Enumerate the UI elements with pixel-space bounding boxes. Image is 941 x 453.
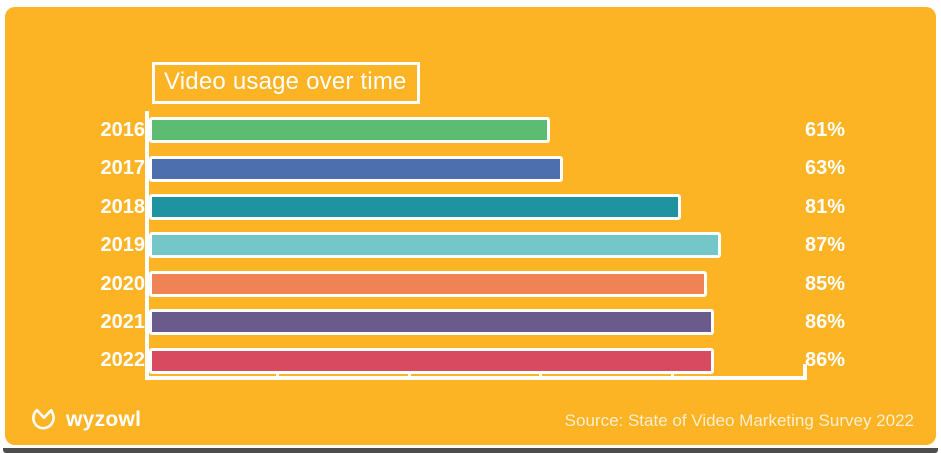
brand-name: wyzowl <box>66 408 142 431</box>
year-label-2018: 2018 <box>100 195 146 218</box>
bar-row <box>149 341 825 379</box>
bar-row <box>149 111 825 149</box>
year-label-2020: 2020 <box>100 272 146 295</box>
axis-tick-40 <box>407 370 411 380</box>
bar-2019 <box>149 232 721 259</box>
bar-row <box>149 149 825 187</box>
bar-2018 <box>149 193 682 220</box>
axis-tick-60 <box>539 370 543 380</box>
value-label-2016: 61% <box>805 119 846 141</box>
axis-tick-80 <box>670 370 674 380</box>
year-label-2019: 2019 <box>100 234 146 257</box>
chart-card: Video usage over time 2016 2017 2018 2019 20… <box>5 7 936 445</box>
bar-2021 <box>149 309 715 336</box>
year-label-2022: 2022 <box>100 349 146 372</box>
bar-2022 <box>149 347 715 374</box>
wyzowl-mark-icon <box>29 405 59 435</box>
brand-logo: wyzowl <box>29 405 141 435</box>
value-label-2020: 85% <box>805 272 846 295</box>
axis-tick-20 <box>276 370 280 380</box>
bar-row <box>149 303 825 341</box>
x-axis-line <box>145 376 806 380</box>
x-axis-endcap <box>803 364 807 380</box>
year-label-2016: 2016 <box>100 119 146 141</box>
year-label-2021: 2021 <box>100 310 146 333</box>
y-axis-category-labels: 2016 2017 2018 2019 2020 2021 2022 <box>60 111 146 380</box>
value-label-2017: 63% <box>805 157 846 180</box>
chart-title: Video usage over time <box>152 62 420 104</box>
y-axis-line <box>145 111 149 376</box>
bar-2016 <box>149 117 550 144</box>
value-label-2022: 86% <box>805 349 846 372</box>
plot-area <box>145 111 825 380</box>
bar-row <box>149 265 825 303</box>
year-label-2017: 2017 <box>100 157 146 180</box>
bar-2020 <box>149 270 708 297</box>
value-label-2018: 81% <box>805 195 846 218</box>
bar-row <box>149 188 825 226</box>
value-label-2019: 87% <box>805 234 846 257</box>
source-attribution: Source: State of Video Marketing Survey … <box>564 411 914 430</box>
value-labels: 61% 63% 81% 87% 85% 86% 86% <box>805 111 875 380</box>
bar-2017 <box>149 155 563 182</box>
bottom-border-strip <box>3 448 938 453</box>
bar-series <box>149 111 825 376</box>
value-label-2021: 86% <box>805 310 846 333</box>
bar-row <box>149 226 825 264</box>
